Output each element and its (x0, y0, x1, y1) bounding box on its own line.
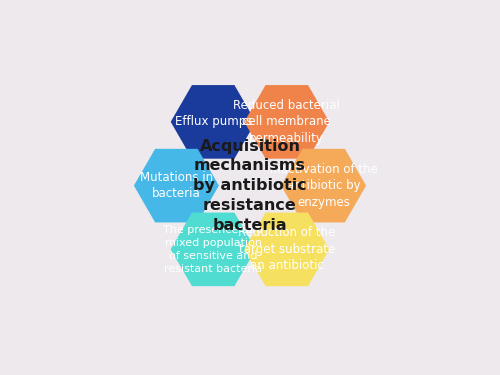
Polygon shape (244, 213, 330, 286)
Text: Efflux pumps: Efflux pumps (174, 116, 252, 128)
Text: Reduced bacterial
cell membrane
permeability: Reduced bacterial cell membrane permeabi… (234, 99, 340, 145)
Text: Reduction of the
target substrate
an antibiotic: Reduction of the target substrate an ant… (238, 226, 336, 272)
Polygon shape (170, 213, 256, 286)
Polygon shape (281, 149, 366, 222)
Polygon shape (244, 85, 330, 159)
Text: Mutations in
bacteria: Mutations in bacteria (140, 171, 213, 200)
Text: The presence of a
mixed population
of sensitive and
resistant bacteria: The presence of a mixed population of se… (164, 225, 263, 274)
Polygon shape (170, 85, 256, 159)
Polygon shape (134, 149, 219, 222)
Text: Inactivation of the
antibiotic by
enzymes: Inactivation of the antibiotic by enzyme… (270, 163, 378, 209)
Text: Acquisition
mechanisms
by antibiotic
resistance
bacteria: Acquisition mechanisms by antibiotic res… (193, 138, 307, 233)
